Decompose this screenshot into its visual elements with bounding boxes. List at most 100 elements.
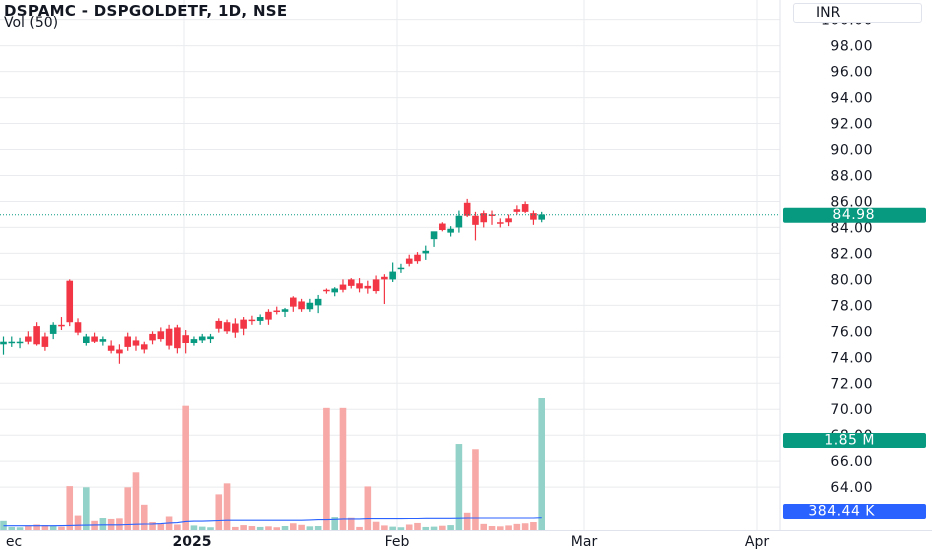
y-tick-label: 98.00 [830, 39, 873, 55]
candle-body [331, 288, 338, 293]
candle-body [41, 336, 49, 347]
volume-bar [273, 527, 281, 530]
candle [232, 318, 239, 338]
y-tick-label: 84.00 [830, 220, 873, 236]
candle [488, 210, 496, 225]
volume-indicator-label: Vol (50) [4, 15, 59, 31]
currency-selector[interactable]: INR [793, 3, 922, 23]
candle [530, 210, 537, 225]
volume-bar [140, 504, 148, 530]
x-tick-label: Apr [745, 534, 769, 550]
candle [405, 254, 413, 267]
volume-bar [66, 486, 74, 530]
candle [290, 296, 297, 312]
candle [99, 336, 107, 346]
candle-body [306, 302, 314, 310]
candle [198, 333, 206, 344]
candle [538, 211, 545, 223]
candle-body [107, 345, 115, 351]
volume-bar [488, 526, 496, 530]
candle [389, 262, 396, 282]
candle-body [298, 301, 305, 310]
candle-body [472, 215, 479, 225]
volume-bar [215, 494, 223, 530]
candle [331, 287, 338, 297]
volume-bar [430, 526, 438, 530]
candle-body [190, 339, 198, 344]
candle-body [174, 327, 181, 349]
candle-body [480, 213, 488, 223]
y-tick-label: 92.00 [830, 117, 873, 133]
x-tick-label: ec [6, 534, 22, 550]
candle [16, 337, 24, 349]
candle-body [381, 276, 388, 280]
candle [273, 306, 281, 315]
volume-bar [455, 444, 463, 530]
volume-bar [530, 522, 537, 530]
volume-bar [521, 523, 529, 530]
candle-body [182, 335, 189, 344]
candle-body [198, 336, 206, 341]
candle [439, 222, 446, 232]
candle [364, 280, 372, 294]
volume-bar [439, 525, 446, 530]
candle [83, 333, 90, 346]
candle [91, 332, 98, 344]
candle [447, 226, 454, 237]
candle-body [66, 280, 74, 323]
volume-bar [198, 526, 206, 530]
candle-body [157, 331, 165, 340]
candle [265, 309, 272, 325]
candle-body [397, 267, 405, 270]
candle-body [347, 279, 355, 286]
volume-ma-badge-bg [783, 504, 926, 519]
volume-bar [8, 526, 16, 530]
y-tick-label: 88.00 [830, 168, 873, 184]
volume-bar [240, 525, 247, 530]
volume-bar [538, 398, 545, 530]
candle-body [439, 223, 446, 231]
candle-body [513, 209, 521, 212]
candle [256, 314, 264, 325]
volume-bar [49, 526, 57, 530]
candle [298, 298, 305, 312]
candle [165, 324, 173, 350]
volume-bar [16, 527, 24, 530]
volume-bar [248, 526, 256, 530]
candle-body [356, 283, 363, 289]
y-tick-label: 86.00 [830, 194, 873, 210]
volume-bar [381, 525, 388, 530]
last-volume-badge: 1.85 M [824, 433, 875, 449]
candle-body [33, 326, 40, 345]
candle [174, 324, 181, 354]
candle [381, 274, 388, 305]
candle-body [132, 340, 140, 346]
last-price-badge: 84.98 [832, 207, 875, 223]
candle-body [25, 336, 32, 342]
volume-bar [298, 524, 305, 530]
candle-body [8, 341, 16, 344]
candle [339, 279, 347, 293]
candle [248, 315, 256, 325]
candle [240, 317, 247, 336]
candle-body [149, 333, 156, 341]
volume-bar [265, 526, 272, 530]
x-tick-label: 2025 [173, 534, 212, 550]
volume-bar [306, 526, 314, 530]
volume-bar [25, 526, 32, 530]
volume-bar [149, 522, 156, 530]
candle-body [140, 344, 148, 350]
candle [190, 336, 198, 346]
volume-bar [447, 525, 454, 530]
volume-bar [314, 526, 322, 530]
volume-bar [223, 483, 231, 530]
candle-body [215, 320, 223, 329]
candle-body [124, 336, 131, 347]
volume-bar [364, 486, 372, 530]
x-tick-label: Mar [571, 534, 598, 550]
volume-bar [256, 526, 264, 530]
y-tick-label: 94.00 [830, 91, 873, 107]
candle-body [339, 284, 347, 290]
